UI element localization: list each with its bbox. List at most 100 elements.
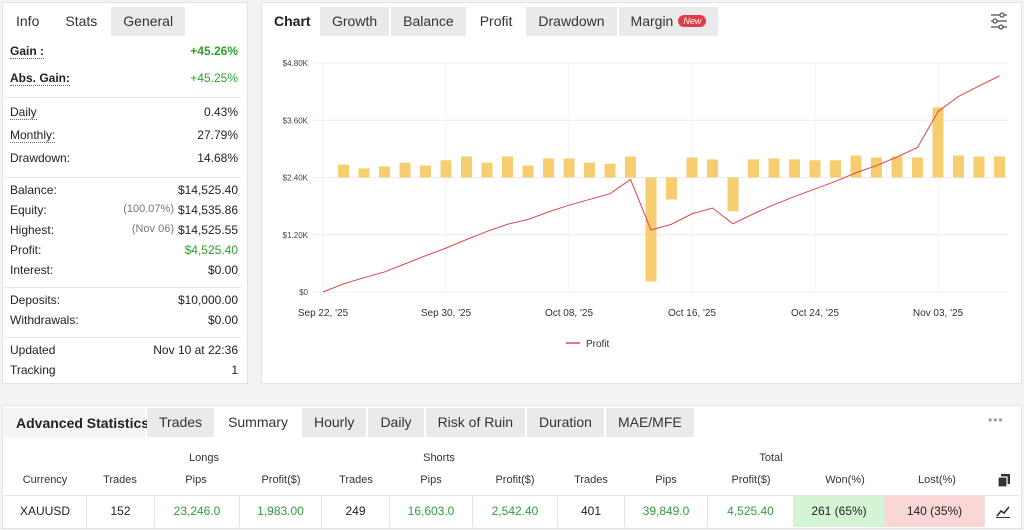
advanced-tab[interactable]: Risk of Ruin xyxy=(425,408,526,437)
stat-value: $14,525.55 xyxy=(177,223,238,237)
stats-panel xyxy=(2,2,248,384)
table-cell: 249 xyxy=(322,496,390,527)
stat-value: $4,525.40 xyxy=(184,243,238,257)
stat-value: +45.25% xyxy=(190,71,238,85)
row-border xyxy=(4,495,1019,496)
stat-label: Balance: xyxy=(10,183,57,197)
bar xyxy=(338,164,349,178)
bar xyxy=(912,157,923,178)
table-cell: 152 xyxy=(87,496,155,527)
column-header: Trades xyxy=(103,474,137,486)
x-tick-label: Oct 08, '25 xyxy=(545,308,593,319)
stat-value: $0.00 xyxy=(207,313,238,327)
stat-value: 1 xyxy=(231,363,238,377)
table-cell: 2,542.40 xyxy=(473,496,558,527)
table-cell: 4,525.40 xyxy=(708,496,794,527)
bar xyxy=(686,157,698,178)
bar xyxy=(379,166,390,178)
stats-tabs: Info Stats General xyxy=(4,7,186,36)
stat-value: $10,000.00 xyxy=(177,293,238,307)
y-tick-label: $2.40K xyxy=(283,174,309,183)
bar xyxy=(768,158,780,178)
column-header: Trades xyxy=(339,474,373,486)
bar xyxy=(953,155,964,178)
stat-label: Drawdown: xyxy=(10,151,71,165)
bar xyxy=(461,156,472,178)
stats-tab[interactable]: Info xyxy=(4,7,52,36)
column-header: Profit($) xyxy=(731,474,771,486)
chart-tab[interactable]: Profit xyxy=(467,7,525,36)
bar xyxy=(399,162,411,178)
stats-tab[interactable]: Stats xyxy=(53,7,110,36)
bar xyxy=(502,156,513,178)
stat-value: 27.79% xyxy=(197,128,238,142)
stat-note: (Nov 06) xyxy=(131,223,174,235)
advanced-tab[interactable]: Daily xyxy=(368,408,424,437)
y-tick-label: $1.20K xyxy=(283,231,309,240)
more-icon[interactable]: ••• xyxy=(988,413,1004,427)
advanced-tab[interactable]: Summary xyxy=(216,408,300,437)
stat-label: Tracking xyxy=(10,363,56,377)
bar xyxy=(522,165,534,178)
chart-icon[interactable] xyxy=(995,503,1011,519)
table-cell: 140 (35%) xyxy=(885,496,985,527)
stats-tab[interactable]: General xyxy=(111,7,186,36)
table-cell: 1,983.00 xyxy=(240,496,322,527)
bar xyxy=(994,156,1005,178)
advanced-tab[interactable]: MAE/MFE xyxy=(605,408,694,437)
x-tick-label: Sep 30, '25 xyxy=(421,308,472,319)
y-tick-label: $3.60K xyxy=(283,116,309,125)
line xyxy=(322,75,1000,293)
group-header: Longs xyxy=(189,452,219,464)
chart-tab[interactable]: Drawdown xyxy=(526,7,617,36)
advanced-tab[interactable]: Trades xyxy=(147,408,215,437)
x-tick-label: Oct 24, '25 xyxy=(791,308,839,319)
chart-tab[interactable]: Margin New xyxy=(618,7,719,36)
table-cell: 39,849.0 xyxy=(625,496,708,527)
separator xyxy=(4,287,241,288)
settings-icon[interactable] xyxy=(988,10,1010,32)
stat-note: (100.07%) xyxy=(123,203,174,215)
bar xyxy=(707,159,718,178)
advanced-title: Advanced Statistics xyxy=(4,408,149,438)
bar xyxy=(830,160,841,178)
table-cell: 16,603.0 xyxy=(390,496,473,527)
bar xyxy=(891,156,903,178)
advanced-tabs: Trades Summary Hourly Daily Risk of Ruin Dura… xyxy=(147,408,694,437)
stat-label: Deposits: xyxy=(10,293,61,307)
table-cell: 23,246.0 xyxy=(155,496,240,527)
advanced-tab[interactable]: Hourly xyxy=(301,408,367,437)
column-header: Currency xyxy=(22,474,68,486)
y-tick-label: $4.80K xyxy=(283,59,309,68)
copy-icon[interactable] xyxy=(996,472,1012,488)
chart-tab[interactable]: Balance xyxy=(391,7,466,36)
table-cell: 261 (65%) xyxy=(794,496,885,527)
bar xyxy=(481,162,493,178)
legend-label: Profit xyxy=(586,339,610,350)
stat-label: Highest: xyxy=(10,223,55,237)
bar xyxy=(871,157,882,178)
bar xyxy=(543,158,554,178)
bar xyxy=(563,158,575,178)
bar xyxy=(789,159,800,178)
column-header: Profit($) xyxy=(495,474,535,486)
bar xyxy=(584,162,595,178)
bar xyxy=(666,177,677,200)
bar xyxy=(748,159,759,178)
advanced-tab[interactable]: Duration xyxy=(527,408,604,437)
bar xyxy=(440,160,452,178)
y-tick-label: $0 xyxy=(299,288,308,297)
chart-tab[interactable]: Growth xyxy=(320,7,390,36)
stat-label: Interest: xyxy=(10,263,54,277)
column-header: Pips xyxy=(185,474,207,486)
chart-label: Chart xyxy=(274,13,311,29)
stat-label: Equity: xyxy=(10,203,47,217)
column-header: Trades xyxy=(574,474,608,486)
table-cell: XAUUSD xyxy=(4,496,87,527)
column-header: Pips xyxy=(655,474,677,486)
stat-value: +45.26% xyxy=(190,44,238,58)
column-header: Profit($) xyxy=(261,474,301,486)
bar xyxy=(973,156,985,178)
stat-value: Nov 10 at 22:36 xyxy=(153,343,238,357)
